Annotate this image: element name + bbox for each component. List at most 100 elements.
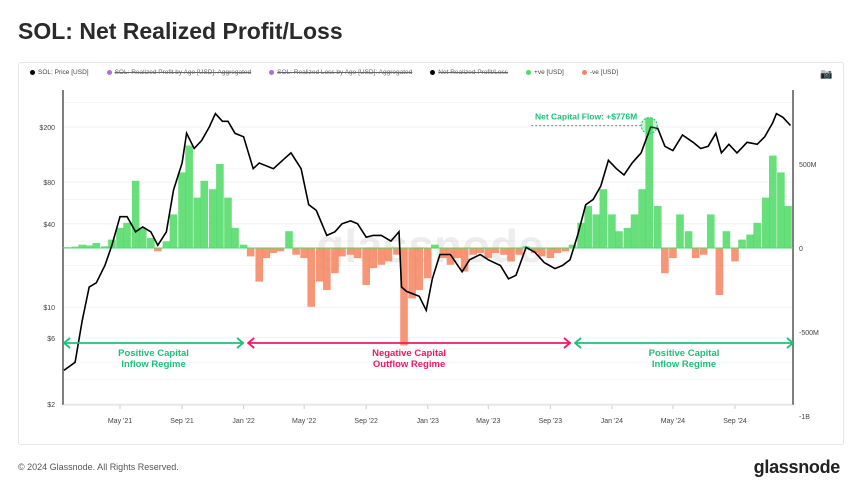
legend-label: Net Realized Profit/Loss (438, 69, 509, 76)
nrpl-bar (715, 248, 724, 296)
nrpl-bar (331, 248, 339, 274)
nrpl-bar (292, 248, 300, 255)
left-tick-label: $2 (47, 402, 55, 409)
legend-item[interactable]: SOL: Price [USD] (30, 69, 89, 76)
legend-item[interactable]: -ve [USD] (581, 69, 618, 76)
nrpl-bar (584, 206, 592, 248)
nrpl-bar (209, 189, 217, 248)
left-tick-label: $40 (43, 222, 55, 229)
x-tick-label: Sep '24 (723, 418, 747, 425)
x-tick-label: Sep '22 (354, 418, 378, 425)
x-tick-label: May '22 (292, 418, 316, 425)
legend-dot-icon (106, 70, 112, 75)
nrpl-bar (138, 227, 147, 248)
nrpl-bar (285, 231, 293, 248)
legend-label: SOL: Realized Loss by Age [USD]: Aggrega… (277, 69, 413, 76)
nrpl-bar (85, 245, 94, 248)
x-tick-label: May '23 (476, 418, 500, 425)
nrpl-bar (300, 248, 308, 259)
right-tick-label: 500M (799, 162, 817, 169)
nrpl-bar (377, 248, 386, 265)
nrpl-bar (753, 222, 761, 248)
nrpl-bar (676, 214, 684, 248)
arrow-left-icon (573, 337, 582, 349)
nrpl-bar (193, 197, 201, 248)
x-tick-label: Jan '23 (417, 418, 439, 425)
regime-label: Inflow Regime (121, 359, 185, 370)
legend-item[interactable]: SOL: Realized Loss by Age [USD]: Aggrega… (269, 69, 412, 76)
nrpl-bar (777, 172, 785, 248)
nrpl-bar (439, 248, 448, 259)
regime-label: Negative Capital (372, 348, 446, 359)
regime-label: Positive Capital (118, 348, 189, 359)
nrpl-bar (453, 248, 462, 259)
nrpl-bar (645, 117, 654, 248)
legend-dot-icon (430, 70, 436, 75)
nrpl-bar (638, 189, 646, 248)
nrpl-bar (224, 197, 232, 248)
nrpl-bar (623, 227, 632, 248)
nrpl-bar (393, 248, 401, 255)
nrpl-bar (200, 180, 209, 248)
right-tick-label: -1B (799, 414, 810, 421)
nrpl-bar (384, 248, 393, 262)
legend-item[interactable]: +ve [USD] (526, 69, 564, 76)
price-line (63, 112, 792, 371)
nrpl-bar (131, 180, 140, 248)
nrpl-bar (577, 222, 585, 248)
nrpl-bar (561, 248, 570, 252)
x-tick-label: Jan '24 (601, 418, 623, 425)
legend-dot-icon (30, 70, 35, 75)
arrow-left-icon (62, 337, 71, 349)
regime-label: Outflow Regime (373, 359, 445, 370)
x-tick-label: Sep '21 (170, 418, 194, 425)
nrpl-bar (653, 206, 662, 248)
nrpl-bar (684, 231, 693, 248)
nrpl-bar (484, 248, 493, 259)
nrpl-bar (408, 248, 416, 299)
camera-icon[interactable]: 📷 (820, 69, 833, 80)
legend-item[interactable]: Net Realized Profit/Loss (430, 69, 508, 76)
nrpl-bar (423, 248, 432, 279)
nrpl-bar (661, 248, 669, 274)
nrpl-bar (738, 239, 746, 248)
nrpl-bar (346, 248, 355, 255)
nrpl-bar (262, 248, 271, 259)
nrpl-bar (323, 248, 331, 290)
left-tick-label: $80 (43, 180, 55, 187)
nrpl-bar (507, 248, 515, 262)
nrpl-bar (530, 248, 539, 254)
nrpl-bar (169, 214, 178, 248)
nrpl-bar (546, 248, 555, 259)
regime-label: Positive Capital (649, 348, 720, 359)
nrpl-bar (553, 248, 562, 254)
nrpl-bar (669, 248, 677, 259)
copyright: © 2024 Glassnode. All Rights Reserved. (18, 462, 179, 472)
legend-label: SOL: Realized Profit by Age [USD]: Aggre… (114, 69, 252, 76)
nrpl-bar (431, 244, 439, 248)
nrpl-bar (78, 244, 86, 248)
nrpl-bar (500, 248, 508, 255)
nrpl-bar (185, 145, 193, 248)
left-tick-label: $10 (43, 305, 55, 312)
nrpl-bar (246, 248, 255, 257)
nrpl-bar (71, 246, 79, 248)
page-title: SOL: Net Realized Profit/Loss (18, 18, 343, 44)
chart-legend: SOL: Price [USD] SOL: Realized Profit by … (30, 69, 618, 76)
nrpl-bar (92, 242, 101, 248)
arrow-right-icon (563, 337, 572, 349)
nrpl-bar (415, 248, 423, 290)
nrpl-bar (369, 248, 378, 269)
nrpl-bar (784, 206, 792, 248)
nrpl-bar (491, 248, 500, 254)
nrpl-bar (269, 248, 278, 254)
legend-item[interactable]: SOL: Realized Profit by Age [USD]: Aggre… (106, 69, 252, 76)
nrpl-bar (691, 248, 700, 259)
nrpl-bar (592, 214, 601, 248)
nrpl-bar (476, 248, 485, 254)
legend-label: +ve [USD] (534, 69, 564, 76)
nrpl-bar (116, 227, 124, 248)
nrpl-bar (537, 248, 546, 257)
nrpl-bar (469, 248, 477, 255)
